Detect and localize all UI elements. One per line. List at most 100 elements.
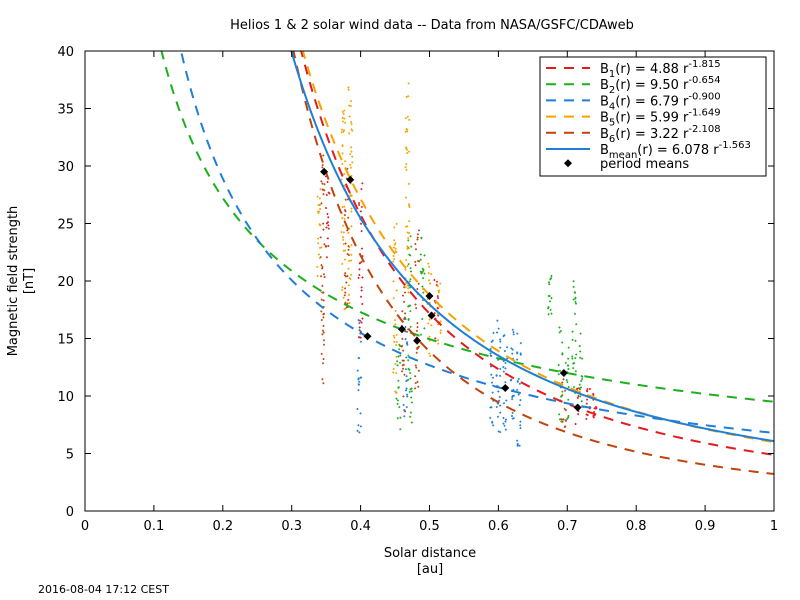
y-tick-label: 25 [57, 218, 74, 233]
scatter-point [324, 207, 327, 210]
scatter-point [409, 270, 412, 273]
scatter-point [348, 132, 351, 135]
scatter-point [548, 281, 551, 284]
scatter-point [322, 362, 325, 365]
scatter-point [357, 319, 360, 322]
scatter-point [392, 334, 395, 337]
legend-label-1: B1(r) = 4.88 r-1.815 [600, 59, 721, 80]
scatter-point [357, 378, 360, 381]
scatter-point [404, 338, 407, 341]
scatter-point [561, 341, 564, 344]
scatter-point [496, 331, 498, 334]
fit-curve-mean [290, 51, 774, 443]
scatter-point [398, 348, 401, 351]
scatter-point [550, 274, 553, 277]
scatter-point [575, 353, 578, 356]
scatter-point [561, 381, 564, 384]
scatter-point [416, 322, 419, 325]
scatter-point [490, 373, 493, 376]
scatter-point [547, 306, 550, 309]
scatter-point [343, 117, 346, 120]
scatter-point [406, 245, 409, 248]
scatter-point [428, 335, 431, 338]
scatter-point [393, 239, 396, 242]
scatter-point [416, 287, 419, 290]
scatter-point [410, 387, 413, 390]
scatter-point [325, 226, 328, 229]
scatter-point [404, 312, 407, 315]
scatter-point [407, 95, 410, 98]
period-mean-marker [413, 336, 422, 345]
scatter-point [518, 403, 521, 406]
scatter-point [401, 370, 404, 373]
period-mean-marker [573, 403, 582, 412]
scatter-point [416, 326, 419, 329]
scatter-point [410, 390, 413, 393]
scatter-point [502, 416, 505, 419]
scatter-point [318, 197, 321, 200]
scatter-point [320, 318, 323, 321]
scatter-point [516, 332, 519, 335]
scatter-point [404, 317, 407, 320]
scatter-point [343, 217, 346, 220]
scatter-point [414, 303, 417, 306]
scatter-point [360, 321, 363, 324]
scatter-point [417, 369, 420, 372]
scatter-point [580, 400, 583, 403]
scatter-point [510, 347, 513, 350]
scatter-point [430, 273, 433, 276]
scatter-point [397, 355, 400, 358]
scatter-point [408, 118, 411, 121]
scatter-point [419, 253, 422, 256]
scatter-point [407, 237, 410, 240]
scatter-point [318, 246, 321, 249]
scatter-point [576, 387, 579, 390]
scatter-point [318, 257, 321, 260]
scatter-point [401, 359, 404, 362]
scatter-point [358, 274, 361, 277]
scatter-point [490, 381, 493, 384]
legend-label-period-means: period means [600, 157, 689, 172]
scatter-point [322, 382, 325, 385]
scatter-point [358, 268, 361, 271]
scatter-point [320, 202, 323, 205]
scatter-point [436, 295, 439, 298]
scatter-point [348, 115, 351, 118]
scatter-point [421, 270, 424, 273]
y-axis-label: Magnetic field strength [6, 206, 21, 357]
scatter-point [489, 416, 492, 419]
scatter-point [342, 224, 345, 227]
scatter-point [499, 367, 502, 370]
scatter-point [361, 182, 364, 185]
scatter-point [415, 351, 418, 354]
scatter-point [323, 343, 326, 346]
scatter-point [358, 203, 361, 206]
scatter-point [437, 291, 440, 294]
scatter-point [321, 164, 324, 167]
scatter-point [593, 410, 596, 413]
scatter-point [346, 229, 349, 232]
scatter-point [392, 254, 395, 257]
scatter-point [511, 411, 514, 414]
scatter-point [519, 342, 522, 345]
scatter-point [393, 319, 396, 322]
scatter-point [321, 188, 324, 191]
scatter-point [410, 401, 413, 404]
scatter-point [496, 319, 499, 322]
scatter-point [516, 388, 519, 391]
scatter-point [361, 317, 364, 320]
scatter-point [361, 276, 364, 279]
scatter-point [316, 195, 319, 198]
scatter-point [358, 357, 361, 360]
scatter-point [402, 395, 405, 398]
scatter-point [344, 198, 347, 201]
scatter-point [416, 233, 419, 236]
scatter-point [320, 264, 323, 267]
scatter-point [322, 154, 325, 157]
scatter-point [343, 274, 346, 277]
scatter-point [357, 424, 360, 427]
scatter-point [395, 289, 398, 292]
scatter-point [407, 182, 410, 185]
scatter-point [414, 387, 417, 390]
